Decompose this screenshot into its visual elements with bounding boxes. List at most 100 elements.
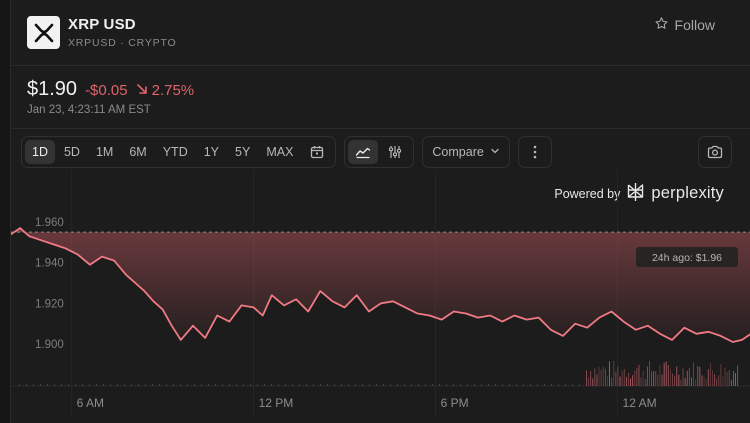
volume-bar (682, 368, 684, 386)
volume-bar (19, 384, 20, 386)
x-tick-label: 6 AM (77, 396, 104, 410)
volume-bar (215, 384, 216, 386)
volume-bar (638, 364, 640, 386)
volume-bar (530, 384, 531, 386)
calendar-icon[interactable] (302, 140, 332, 164)
volume-bar (615, 371, 617, 386)
quote-timestamp: Jan 23, 4:23:11 AM EST (27, 104, 151, 116)
volume-bar (657, 374, 659, 386)
range-6m-button[interactable]: 6M (129, 145, 147, 159)
volume-bar (509, 384, 510, 386)
volume-bar (411, 384, 412, 386)
volume-bar (124, 384, 125, 386)
volume-bar (733, 371, 734, 386)
volume-bar (646, 366, 648, 386)
volume-bar (598, 366, 600, 386)
powered-by-label: Powered by (554, 186, 621, 201)
volume-bar (257, 384, 258, 386)
volume-bar (672, 373, 673, 386)
percent-change: 2.75% (136, 82, 195, 99)
volume-bar (670, 368, 671, 386)
volume-bar (96, 384, 97, 386)
current-price: $1.90 (27, 78, 78, 100)
volume-bar (278, 384, 279, 386)
range-5d-button[interactable]: 5D (63, 145, 80, 159)
range-1d-button[interactable]: 1D (25, 140, 55, 164)
follow-button[interactable]: Follow (654, 16, 715, 34)
volume-bar (222, 384, 223, 386)
volume-bar (250, 384, 251, 386)
camera-icon[interactable] (698, 136, 732, 168)
chart-toolbar: 1D 5D 1M 6M YTD 1Y 5Y MAX Compare (21, 136, 552, 168)
volume-bar (558, 384, 559, 386)
compare-dropdown[interactable]: Compare (422, 136, 510, 168)
volume-bar (390, 384, 391, 386)
volume-bar (40, 384, 41, 386)
volume-bar (173, 384, 174, 386)
chevron-down-icon (490, 145, 500, 159)
price-change: -$0.05 (85, 82, 128, 99)
volume-bar (138, 384, 139, 386)
volume-bar (474, 384, 475, 386)
volume-bar (724, 367, 726, 386)
volume-bar (187, 384, 188, 386)
volume-bar (680, 379, 682, 386)
range-5y-button[interactable]: 5Y (235, 145, 251, 159)
volume-bar (551, 384, 552, 386)
range-ytd-button[interactable]: YTD (162, 145, 188, 159)
volume-bar (229, 384, 230, 386)
volume-bar (697, 365, 699, 386)
volume-bar (712, 370, 713, 386)
volume-bar (285, 384, 286, 386)
volume-bar (369, 384, 370, 386)
divider (11, 128, 750, 129)
volume-bar (481, 384, 482, 386)
volume-bar (432, 384, 433, 386)
volume-bar (649, 360, 650, 386)
chart-type-selector (344, 136, 415, 168)
volume-bar (701, 375, 703, 386)
volume-bar (33, 384, 34, 386)
volume-bar (47, 384, 48, 386)
volume-bar (628, 373, 629, 386)
volume-bar (586, 370, 587, 386)
line-chart-icon[interactable] (348, 140, 379, 164)
range-max-button[interactable]: MAX (266, 145, 294, 159)
x-tick-label: 12 AM (623, 396, 657, 410)
volume-bar (707, 369, 709, 386)
powered-by-badge: Powered by perplexity (554, 182, 724, 205)
volume-bar (579, 384, 580, 386)
star-icon (654, 16, 669, 34)
volume-bar (243, 384, 244, 386)
volume-bar (152, 384, 153, 386)
volume-bar (320, 384, 321, 386)
sliders-icon[interactable] (380, 140, 410, 164)
volume-bar (623, 369, 625, 386)
volume-bar (659, 365, 661, 386)
percent-change-value: 2.75% (151, 82, 195, 99)
y-tick-label: 1.920 (35, 298, 64, 310)
volume-bar (619, 376, 621, 386)
more-vertical-icon[interactable] (517, 136, 552, 168)
volume-bar (292, 384, 293, 386)
volume-bar (686, 370, 688, 386)
volume-bar (404, 384, 405, 386)
reference-label: 24h ago: $1.96 (652, 252, 722, 264)
range-1m-button[interactable]: 1M (95, 145, 114, 159)
volume-bar (676, 366, 678, 386)
range-1y-button[interactable]: 1Y (203, 145, 220, 159)
volume-bar (117, 384, 118, 386)
volume-bar (630, 378, 631, 386)
volume-bar (355, 384, 356, 386)
volume-bar (68, 384, 69, 386)
volume-bar (695, 379, 697, 386)
volume-bar (376, 384, 377, 386)
volume-bar (735, 373, 736, 386)
volume-bar (488, 384, 489, 386)
volume-bar (439, 384, 440, 386)
volume-bar (611, 377, 613, 386)
price-chart[interactable]: 1.960 1.940 1.920 1.900 24h ago: $1.96 6 AM… (11, 170, 750, 423)
volume-bar (460, 384, 461, 386)
volume-bars (19, 360, 739, 386)
volume-bar (467, 384, 468, 386)
